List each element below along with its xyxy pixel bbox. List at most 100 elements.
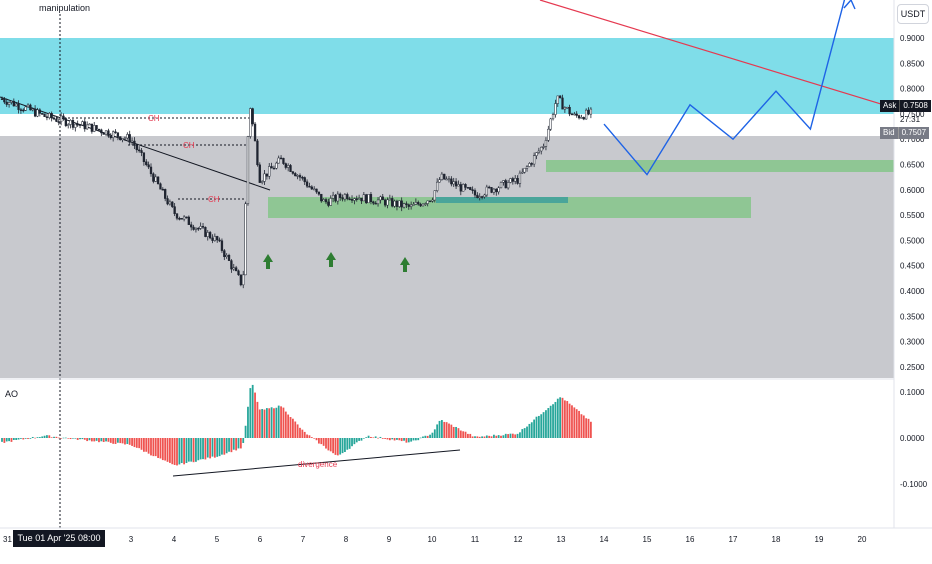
ao-bar [386,438,389,440]
candle-body [589,108,593,115]
up-arrow-icon [400,257,410,272]
candle-body [192,226,195,230]
candle-body [502,180,505,183]
candle-body [234,267,238,272]
ao-bar [199,438,202,460]
ao-bar [528,423,531,438]
price-chart[interactable]: CH CH CH divergence AO 0.9000 0.8500 0.800… [0,0,932,550]
ao-bar [554,401,557,438]
candle-body [488,186,491,189]
ao-bar [433,429,436,438]
candle-body [213,236,216,241]
candle-body [52,117,56,120]
candle-body [33,108,37,117]
ao-bar [76,438,79,440]
ao-bar [64,437,67,439]
candle-body [107,130,110,137]
candle-body [81,121,84,126]
up-arrow-icon [263,254,273,269]
candle-body [185,216,188,219]
ao-bar [450,424,453,438]
candle-body [253,123,257,142]
candle-body [190,224,193,228]
candle-body [530,163,533,165]
currency-button[interactable]: USDT [897,4,929,24]
candle-body [478,196,481,198]
ao-bar [507,434,510,438]
price-tick-label: 0.5500 [900,211,925,220]
candle-body [216,236,219,241]
candle-body [490,187,493,193]
ao-bar [587,418,590,438]
ao-bar [457,428,460,438]
ao-bar [284,411,287,438]
candle-body [164,189,167,199]
candle-body [350,198,354,201]
candle-body [67,124,70,126]
ao-bar [5,438,8,442]
ao-bar [218,438,221,457]
candle-body [43,113,46,117]
candle-body [367,194,370,204]
ao-bar [20,438,22,439]
ao-axis[interactable]: 0.1000 0.0000 -0.1000 [900,388,928,489]
ao-bar [398,438,401,441]
countdown-timer: 27:31 [900,115,921,124]
ao-bar [545,410,547,438]
time-tick-label: 14 [600,535,609,544]
price-tick-label: 0.4000 [900,287,925,296]
ao-bar [582,415,585,438]
candle-body [433,190,436,201]
candle-body [369,194,373,203]
ao-bar [36,437,39,438]
ao-bar [318,438,320,444]
ao-bar [445,422,448,438]
ao-bar [417,438,420,441]
candle-body [71,120,75,128]
candle-body [360,197,363,202]
ao-bar [493,434,495,438]
ao-bar [72,438,74,439]
ao-bar [249,388,252,438]
ao-bar [213,438,216,458]
candle-body [582,117,585,120]
ao-bar [105,438,107,442]
time-tick-label: 6 [258,535,263,544]
candle-body [220,240,224,251]
candle-body [147,164,150,168]
ao-bar [256,401,259,438]
candle-body [419,203,422,207]
candle-body [261,181,264,183]
ao-bar [542,412,545,438]
candle-body [126,134,129,139]
candle-body [575,113,578,116]
candle-body [566,106,569,109]
ao-bar [533,419,536,438]
ao-bar [239,438,242,449]
price-tick-label: 0.8000 [900,85,925,94]
ao-bar [552,404,554,438]
candle-body [19,109,23,111]
candle-body [495,188,498,193]
ao-bar [258,409,261,438]
time-axis[interactable]: 31 3 4 5 6 7 8 9 10 11 12 13 14 15 16 17 18 19 20 [3,535,867,544]
ao-bar [563,400,566,438]
candle-body [168,201,172,205]
candle-body [516,178,519,184]
ao-bar [133,438,136,448]
projection-path [603,0,846,176]
ao-bar [173,438,176,465]
ao-bar [147,438,150,454]
price-axis[interactable]: 0.9000 0.8500 0.8000 0.7500 0.7000 0.6500 0.60… [900,34,925,372]
ao-bar [355,438,358,443]
ao-bar [161,438,164,461]
candle-body [528,163,531,167]
candle-body [116,132,120,137]
candle-body [199,226,202,229]
candle-body [521,171,524,174]
candle-body [393,200,396,207]
candle-body [244,203,247,276]
candle-body [310,186,313,190]
ao-bar [301,429,304,438]
ao-bar [320,438,323,445]
